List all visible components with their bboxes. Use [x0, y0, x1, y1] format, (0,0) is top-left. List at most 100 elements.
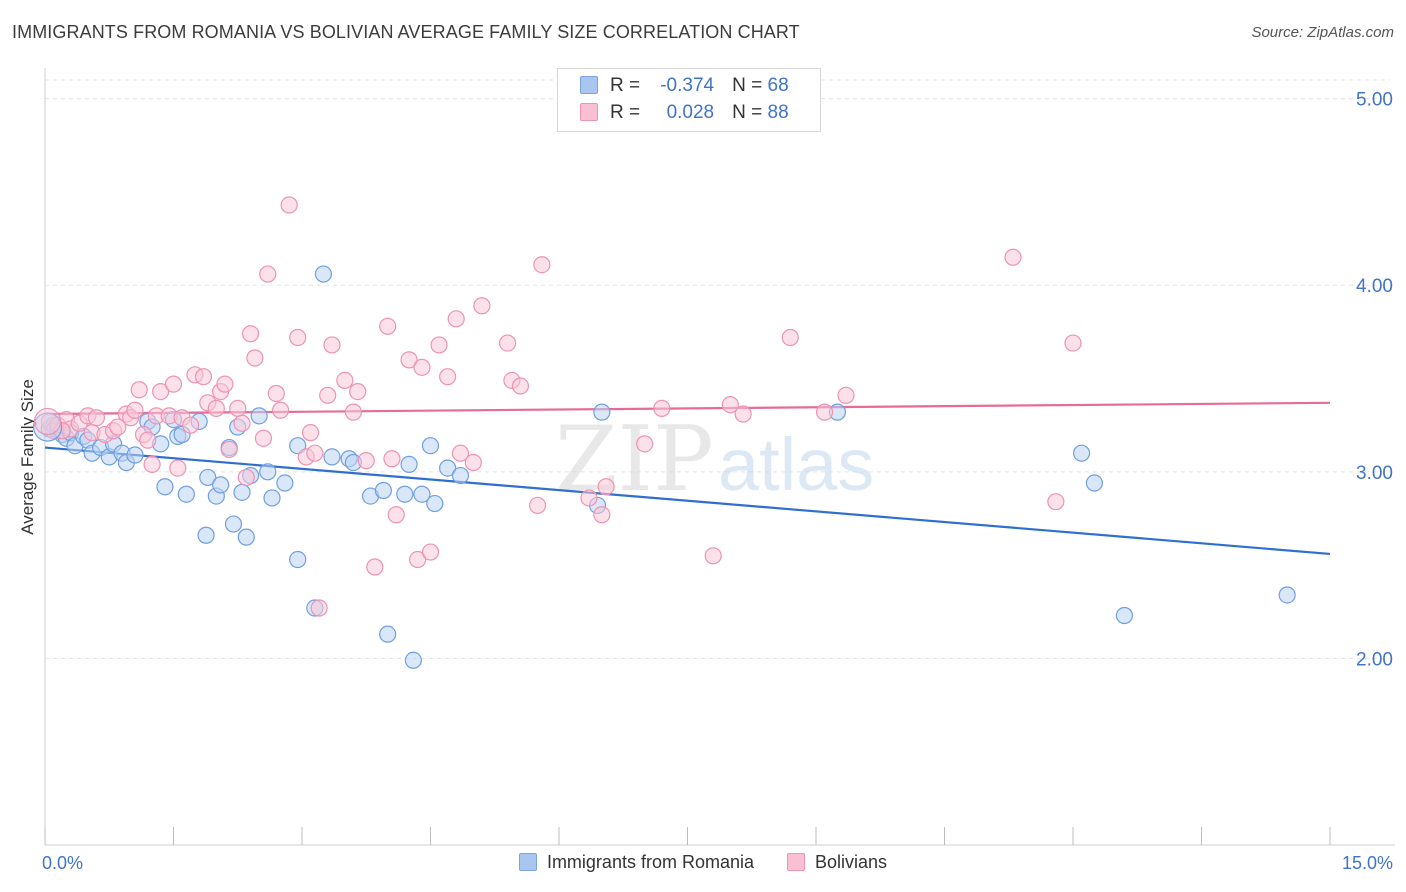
point-romania — [177, 485, 195, 503]
point-bolivians — [653, 399, 671, 417]
point-bolivians — [246, 349, 264, 367]
n-value: 88 — [767, 102, 789, 123]
point-bolivians — [447, 310, 465, 328]
point-bolivians — [366, 558, 384, 576]
point-romania — [593, 403, 611, 421]
point-bolivians — [336, 371, 354, 390]
watermark: ZIP atlas — [555, 407, 874, 512]
y-tick-label: 3.00 — [1356, 463, 1393, 484]
point-romania — [197, 526, 215, 544]
point-bolivians — [139, 431, 157, 449]
point-romania — [263, 489, 281, 507]
point-romania — [323, 448, 341, 466]
point-bolivians — [421, 543, 440, 561]
point-bolivians — [310, 599, 328, 617]
point-romania — [314, 265, 333, 283]
point-bolivians — [280, 196, 298, 214]
series-name: Bolivians — [815, 852, 888, 872]
point-bolivians — [242, 325, 260, 343]
point-bolivians — [451, 444, 470, 462]
point-bolivians — [1004, 248, 1022, 266]
point-bolivians — [237, 468, 255, 487]
point-bolivians — [815, 403, 834, 421]
point-bolivians — [254, 429, 273, 447]
trend-line-romania — [44, 446, 1331, 556]
point-bolivians — [164, 375, 183, 393]
point-romania — [126, 446, 144, 464]
point-bolivians — [233, 414, 251, 432]
r-value: -0.374 — [660, 75, 715, 96]
point-bolivians — [319, 386, 337, 404]
point-bolivians — [837, 386, 855, 404]
series-name: Immigrants from Romania — [546, 852, 754, 872]
point-romania — [259, 463, 277, 481]
legend-row-bolivians: R = 0.028 N = 88 — [580, 102, 789, 126]
point-bolivians — [464, 453, 482, 472]
n-label: N = — [732, 102, 763, 123]
point-bolivians — [734, 405, 752, 423]
series-legend-bolivians[interactable]: Bolivians — [787, 852, 887, 873]
r-value: 0.028 — [666, 102, 715, 123]
point-romania — [379, 625, 397, 643]
point-romania — [289, 550, 307, 569]
point-romania — [276, 474, 294, 492]
point-romania — [224, 515, 243, 533]
point-bolivians — [182, 416, 200, 434]
point-bolivians — [511, 377, 530, 395]
point-romania — [156, 478, 174, 496]
point-bolivians — [597, 478, 615, 496]
point-bolivians — [33, 407, 62, 436]
legend-row-romania: R = -0.374 N = 68 — [580, 75, 789, 99]
point-bolivians — [1064, 334, 1082, 352]
point-romania — [439, 459, 457, 477]
point-romania — [237, 528, 255, 546]
point-bolivians — [387, 506, 405, 524]
point-bolivians — [593, 506, 611, 524]
point-bolivians — [400, 351, 418, 369]
point-bolivians — [130, 381, 148, 399]
legend-swatch-bolivians — [580, 103, 598, 121]
point-bolivians — [533, 256, 551, 274]
y-tick-label: 2.00 — [1356, 649, 1393, 670]
point-bolivians — [349, 382, 367, 401]
point-bolivians — [499, 334, 517, 352]
point-romania — [451, 466, 470, 485]
series-legend-romania[interactable]: Immigrants from Romania — [518, 852, 754, 873]
point-bolivians — [87, 409, 106, 427]
tick-labels: 2.00 3.00 4.00 5.00 0.0% 15.0% — [42, 90, 1393, 873]
point-romania — [32, 412, 63, 442]
r-label: R = — [610, 102, 641, 123]
legend-swatch-romania — [518, 853, 537, 871]
point-bolivians — [152, 382, 170, 401]
x-tick-label-min: 0.0% — [42, 853, 83, 873]
point-bolivians — [216, 375, 234, 393]
point-bolivians — [267, 384, 285, 403]
point-bolivians — [109, 418, 127, 436]
point-bolivians — [357, 452, 375, 470]
point-romania — [1278, 586, 1296, 604]
point-bolivians — [323, 336, 341, 354]
axes — [44, 68, 1395, 846]
legend-swatch-romania — [580, 76, 598, 94]
point-bolivians — [580, 489, 598, 507]
point-romania — [413, 485, 431, 503]
point-romania — [374, 481, 392, 500]
point-bolivians — [704, 547, 722, 565]
point-bolivians — [383, 450, 401, 468]
point-romania — [199, 468, 217, 487]
point-bolivians — [143, 455, 161, 473]
watermark-atlas: atlas — [718, 423, 874, 506]
point-romania — [400, 455, 418, 473]
x-tick-label-max: 15.0% — [1342, 853, 1393, 873]
point-romania — [426, 494, 444, 513]
point-bolivians — [229, 399, 247, 417]
point-romania — [1072, 444, 1091, 462]
point-bolivians — [636, 435, 654, 453]
point-romania — [404, 651, 422, 669]
point-bolivians — [781, 328, 799, 347]
stats-legend: R = -0.374 N = 68 R = 0.028 N = 88 — [557, 68, 821, 132]
point-bolivians — [439, 368, 457, 386]
data-points — [32, 196, 1296, 669]
n-label: N = — [732, 75, 763, 96]
point-romania — [233, 483, 251, 501]
